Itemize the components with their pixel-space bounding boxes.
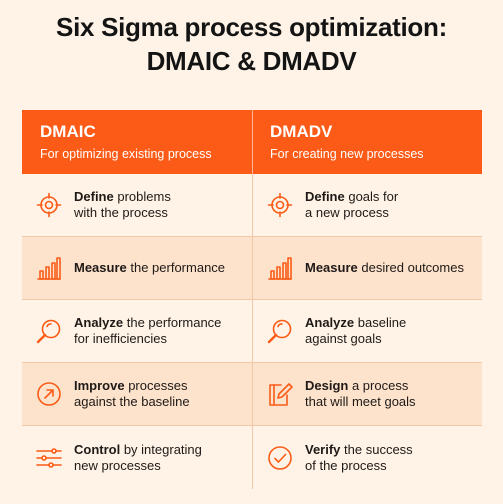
sliders-icon (36, 445, 62, 471)
table-row: Measure the performance Measure desired … (22, 237, 482, 300)
header-dmaic: DMAIC For optimizing existing process (22, 110, 252, 174)
title-line-1: Six Sigma process optimization: (56, 12, 447, 42)
table-row: Control by integrating new processes Veri… (22, 426, 482, 489)
step-text: Define problems with the process (74, 189, 171, 220)
document-edit-icon (267, 381, 293, 407)
magnifier-icon (267, 318, 293, 344)
step-text: Control by integrating new processes (74, 441, 202, 473)
table-cell: Measure desired outcomes (252, 237, 482, 299)
table-cell: Control by integrating new processes (22, 426, 252, 489)
table-cell: Analyze the performance for inefficiencie… (22, 300, 252, 362)
column-subtitle: For creating new processes (270, 147, 424, 161)
page-title: Six Sigma process optimization: DMAIC & … (0, 10, 503, 78)
check-circle-icon (267, 445, 293, 471)
table-body: Define problems with the process Define g… (22, 174, 482, 489)
step-text: Design a process that will meet goals (305, 378, 416, 409)
table-row: Analyze the performance for inefficiencie… (22, 300, 482, 363)
header-dmadv: DMADV For creating new processes (252, 110, 482, 174)
title-line-2: DMAIC & DMADV (146, 46, 357, 76)
target-icon (36, 192, 62, 218)
bar-chart-icon (36, 255, 62, 281)
step-text: Analyze the performance for inefficiencie… (74, 315, 222, 346)
table-cell: Design a process that will meet goals (252, 363, 482, 425)
table-header: DMAIC For optimizing existing process DM… (22, 110, 482, 174)
step-text: Define goals for a new process (305, 189, 399, 220)
table-cell: Measure the performance (22, 237, 252, 299)
step-text: Measure desired outcomes (305, 260, 464, 275)
step-text: Analyze baseline against goals (305, 315, 407, 346)
step-text: Verify the success of the process (305, 441, 413, 473)
target-icon (267, 192, 293, 218)
arrow-circle-icon (36, 381, 62, 407)
table-row: Improve processes against the baseline De… (22, 363, 482, 426)
column-name: DMAIC (40, 122, 96, 141)
table-row: Define problems with the process Define g… (22, 174, 482, 237)
step-text: Measure the performance (74, 260, 226, 275)
bar-chart-icon (267, 255, 293, 281)
column-name: DMADV (270, 122, 333, 141)
table-cell: Improve processes against the baseline (22, 363, 252, 425)
magnifier-icon (36, 318, 62, 344)
table-cell: Analyze baseline against goals (252, 300, 482, 362)
step-text: Improve processes against the baseline (74, 378, 190, 409)
table-cell: Verify the success of the process (252, 426, 482, 489)
table-cell: Define goals for a new process (252, 174, 482, 236)
table-cell: Define problems with the process (22, 174, 252, 236)
column-subtitle: For optimizing existing process (40, 147, 212, 161)
comparison-table: DMAIC For optimizing existing process DM… (22, 110, 482, 504)
